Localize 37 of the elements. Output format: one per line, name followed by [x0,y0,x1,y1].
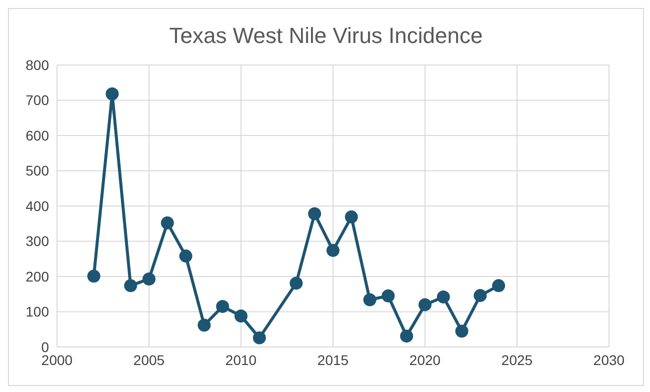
y-tick-label: 700 [26,92,50,108]
point [106,87,119,100]
point [198,318,211,332]
point [382,289,395,302]
point [179,250,192,263]
point [363,293,376,306]
point [326,244,340,257]
point [474,289,487,302]
point [455,324,468,338]
point [234,309,248,322]
x-tick-label: 2005 [133,352,165,368]
x-tick-label: 2010 [225,352,257,368]
chart-title: Texas West Nile Virus Incidence [168,23,484,50]
x-tick-label: 2025 [501,352,533,368]
x-tick-label: 2030 [593,352,625,368]
point [290,276,303,290]
x-tick-label: 2020 [409,352,441,368]
point [344,210,358,224]
point [160,216,174,230]
y-tick-label: 600 [26,127,50,144]
point [87,270,100,283]
y-tick-label: 500 [26,162,50,179]
y-tick-label: 200 [26,268,50,284]
point [142,272,156,286]
point [124,279,138,292]
point [216,300,230,313]
point [308,207,322,220]
y-tick-label: 100 [26,304,50,320]
point [418,298,432,312]
point [252,331,266,344]
point [436,290,450,304]
point [400,330,414,343]
y-tick-label: 400 [26,198,50,214]
y-tick-label: 800 [26,56,50,73]
point [492,279,506,292]
y-tick-label: 300 [26,233,50,250]
x-tick-label: 2015 [317,352,349,368]
